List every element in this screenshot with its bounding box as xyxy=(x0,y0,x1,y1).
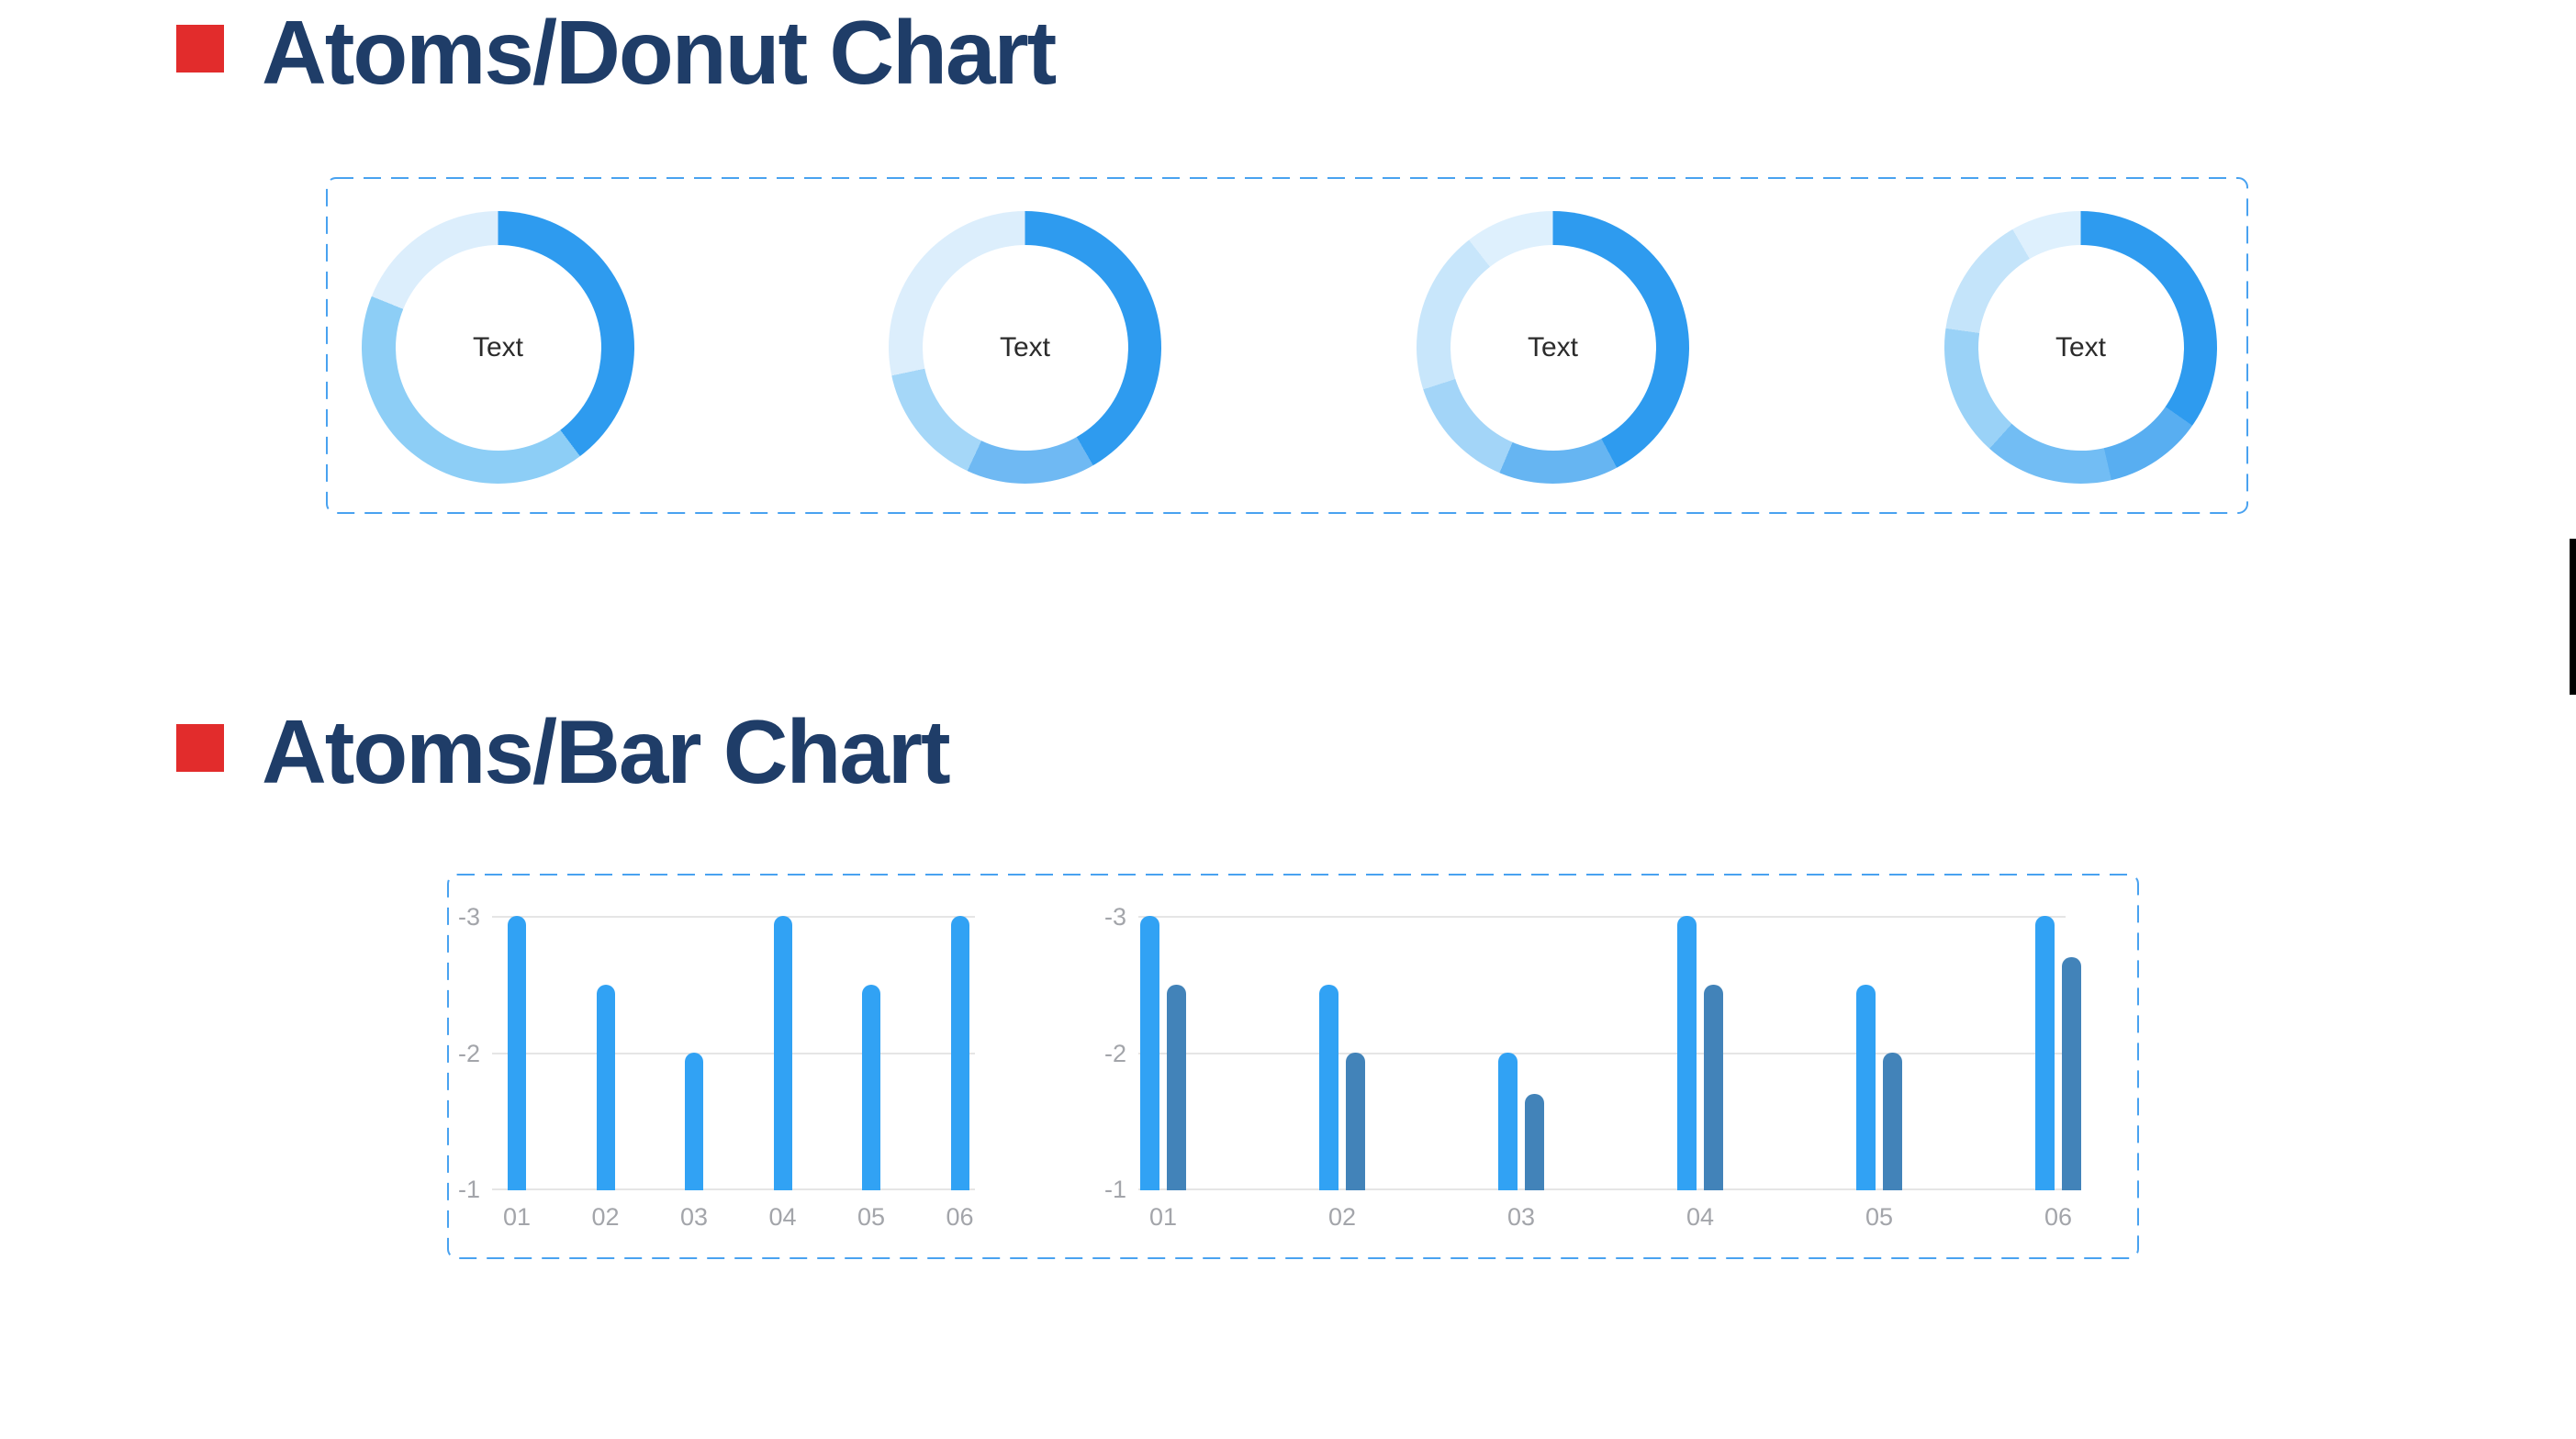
bar-secondary-01 xyxy=(1167,985,1186,1190)
dashed-panel-border xyxy=(326,177,2248,514)
dashed-panel-border xyxy=(447,874,2139,1259)
bar-secondary-04 xyxy=(1704,985,1723,1190)
donut-chart-hole: Text xyxy=(395,244,601,451)
y-axis-tick-label: -1 xyxy=(457,1176,480,1203)
donut-chart-hole: Text xyxy=(922,244,1128,451)
x-axis-category-label: 02 xyxy=(1327,1203,1357,1231)
x-axis-category-label: 01 xyxy=(1148,1203,1178,1231)
x-axis-category-label: 02 xyxy=(591,1203,620,1231)
donut-center-label: Text xyxy=(1527,331,1579,363)
heading-bullet-square xyxy=(176,25,224,73)
donut-center-label: Text xyxy=(2055,331,2107,363)
donut-chart: Text xyxy=(1944,211,2217,484)
bar-primary-04 xyxy=(773,916,792,1190)
bar-secondary-05 xyxy=(1883,1053,1902,1190)
bar-chart-preview-panel: -3 -2 -1 01 02 03 04 05 06 -3 -2 -1 01 02 03 04 05 06 xyxy=(447,874,2139,1259)
gridline xyxy=(1138,1188,2066,1190)
x-axis-category-label: 05 xyxy=(857,1203,886,1231)
x-axis-category-label: 06 xyxy=(2044,1203,2073,1231)
donut-chart-hole: Text xyxy=(1450,244,1656,451)
y-axis-tick-label: -2 xyxy=(457,1039,480,1067)
x-axis-category-label: 06 xyxy=(946,1203,974,1231)
bar-primary-03 xyxy=(685,1053,703,1190)
bar-primary-06 xyxy=(2035,916,2055,1190)
y-axis-tick-label: -2 xyxy=(1103,1039,1126,1067)
x-axis-category-label: 03 xyxy=(1506,1203,1536,1231)
gridline xyxy=(492,1188,975,1190)
donut-chart: Text xyxy=(1417,211,1689,484)
gridline xyxy=(492,916,975,918)
donut-chart-hole: Text xyxy=(1977,244,2184,451)
x-axis-category-label: 01 xyxy=(502,1203,532,1231)
gridline xyxy=(492,1052,975,1054)
donut-chart-preview-panel: Text Text Text Text xyxy=(326,177,2248,514)
bar-primary-05 xyxy=(1856,985,1876,1190)
x-axis-category-label: 05 xyxy=(1865,1203,1894,1231)
scrollbar-thumb[interactable] xyxy=(2570,539,2576,695)
bar-primary-04 xyxy=(1677,916,1697,1190)
x-axis-category-label: 04 xyxy=(768,1203,797,1231)
section-title-bar-chart: Atoms/Bar Chart xyxy=(262,701,951,802)
bar-primary-01 xyxy=(1140,916,1159,1190)
section-title-donut-chart: Atoms/Donut Chart xyxy=(262,2,1057,103)
donut-center-label: Text xyxy=(999,331,1051,363)
donut-chart: Text xyxy=(362,211,634,484)
bar-primary-05 xyxy=(862,985,880,1190)
bar-secondary-06 xyxy=(2062,957,2081,1190)
donut-chart: Text xyxy=(889,211,1161,484)
gridline xyxy=(1138,1052,2066,1054)
x-axis-category-label: 04 xyxy=(1686,1203,1715,1231)
y-axis-tick-label: -1 xyxy=(1103,1176,1126,1203)
bar-primary-03 xyxy=(1498,1053,1518,1190)
donut-center-label: Text xyxy=(472,331,524,363)
y-axis-tick-label: -3 xyxy=(1103,903,1126,931)
bar-primary-02 xyxy=(596,985,615,1190)
y-axis-tick-label: -3 xyxy=(457,903,480,931)
bar-primary-02 xyxy=(1319,985,1338,1190)
bar-primary-01 xyxy=(508,916,526,1190)
bar-secondary-03 xyxy=(1525,1094,1544,1190)
heading-bullet-square xyxy=(176,724,224,772)
bar-secondary-02 xyxy=(1346,1053,1365,1190)
bar-primary-06 xyxy=(950,916,969,1190)
x-axis-category-label: 03 xyxy=(679,1203,709,1231)
gridline xyxy=(1138,916,2066,918)
